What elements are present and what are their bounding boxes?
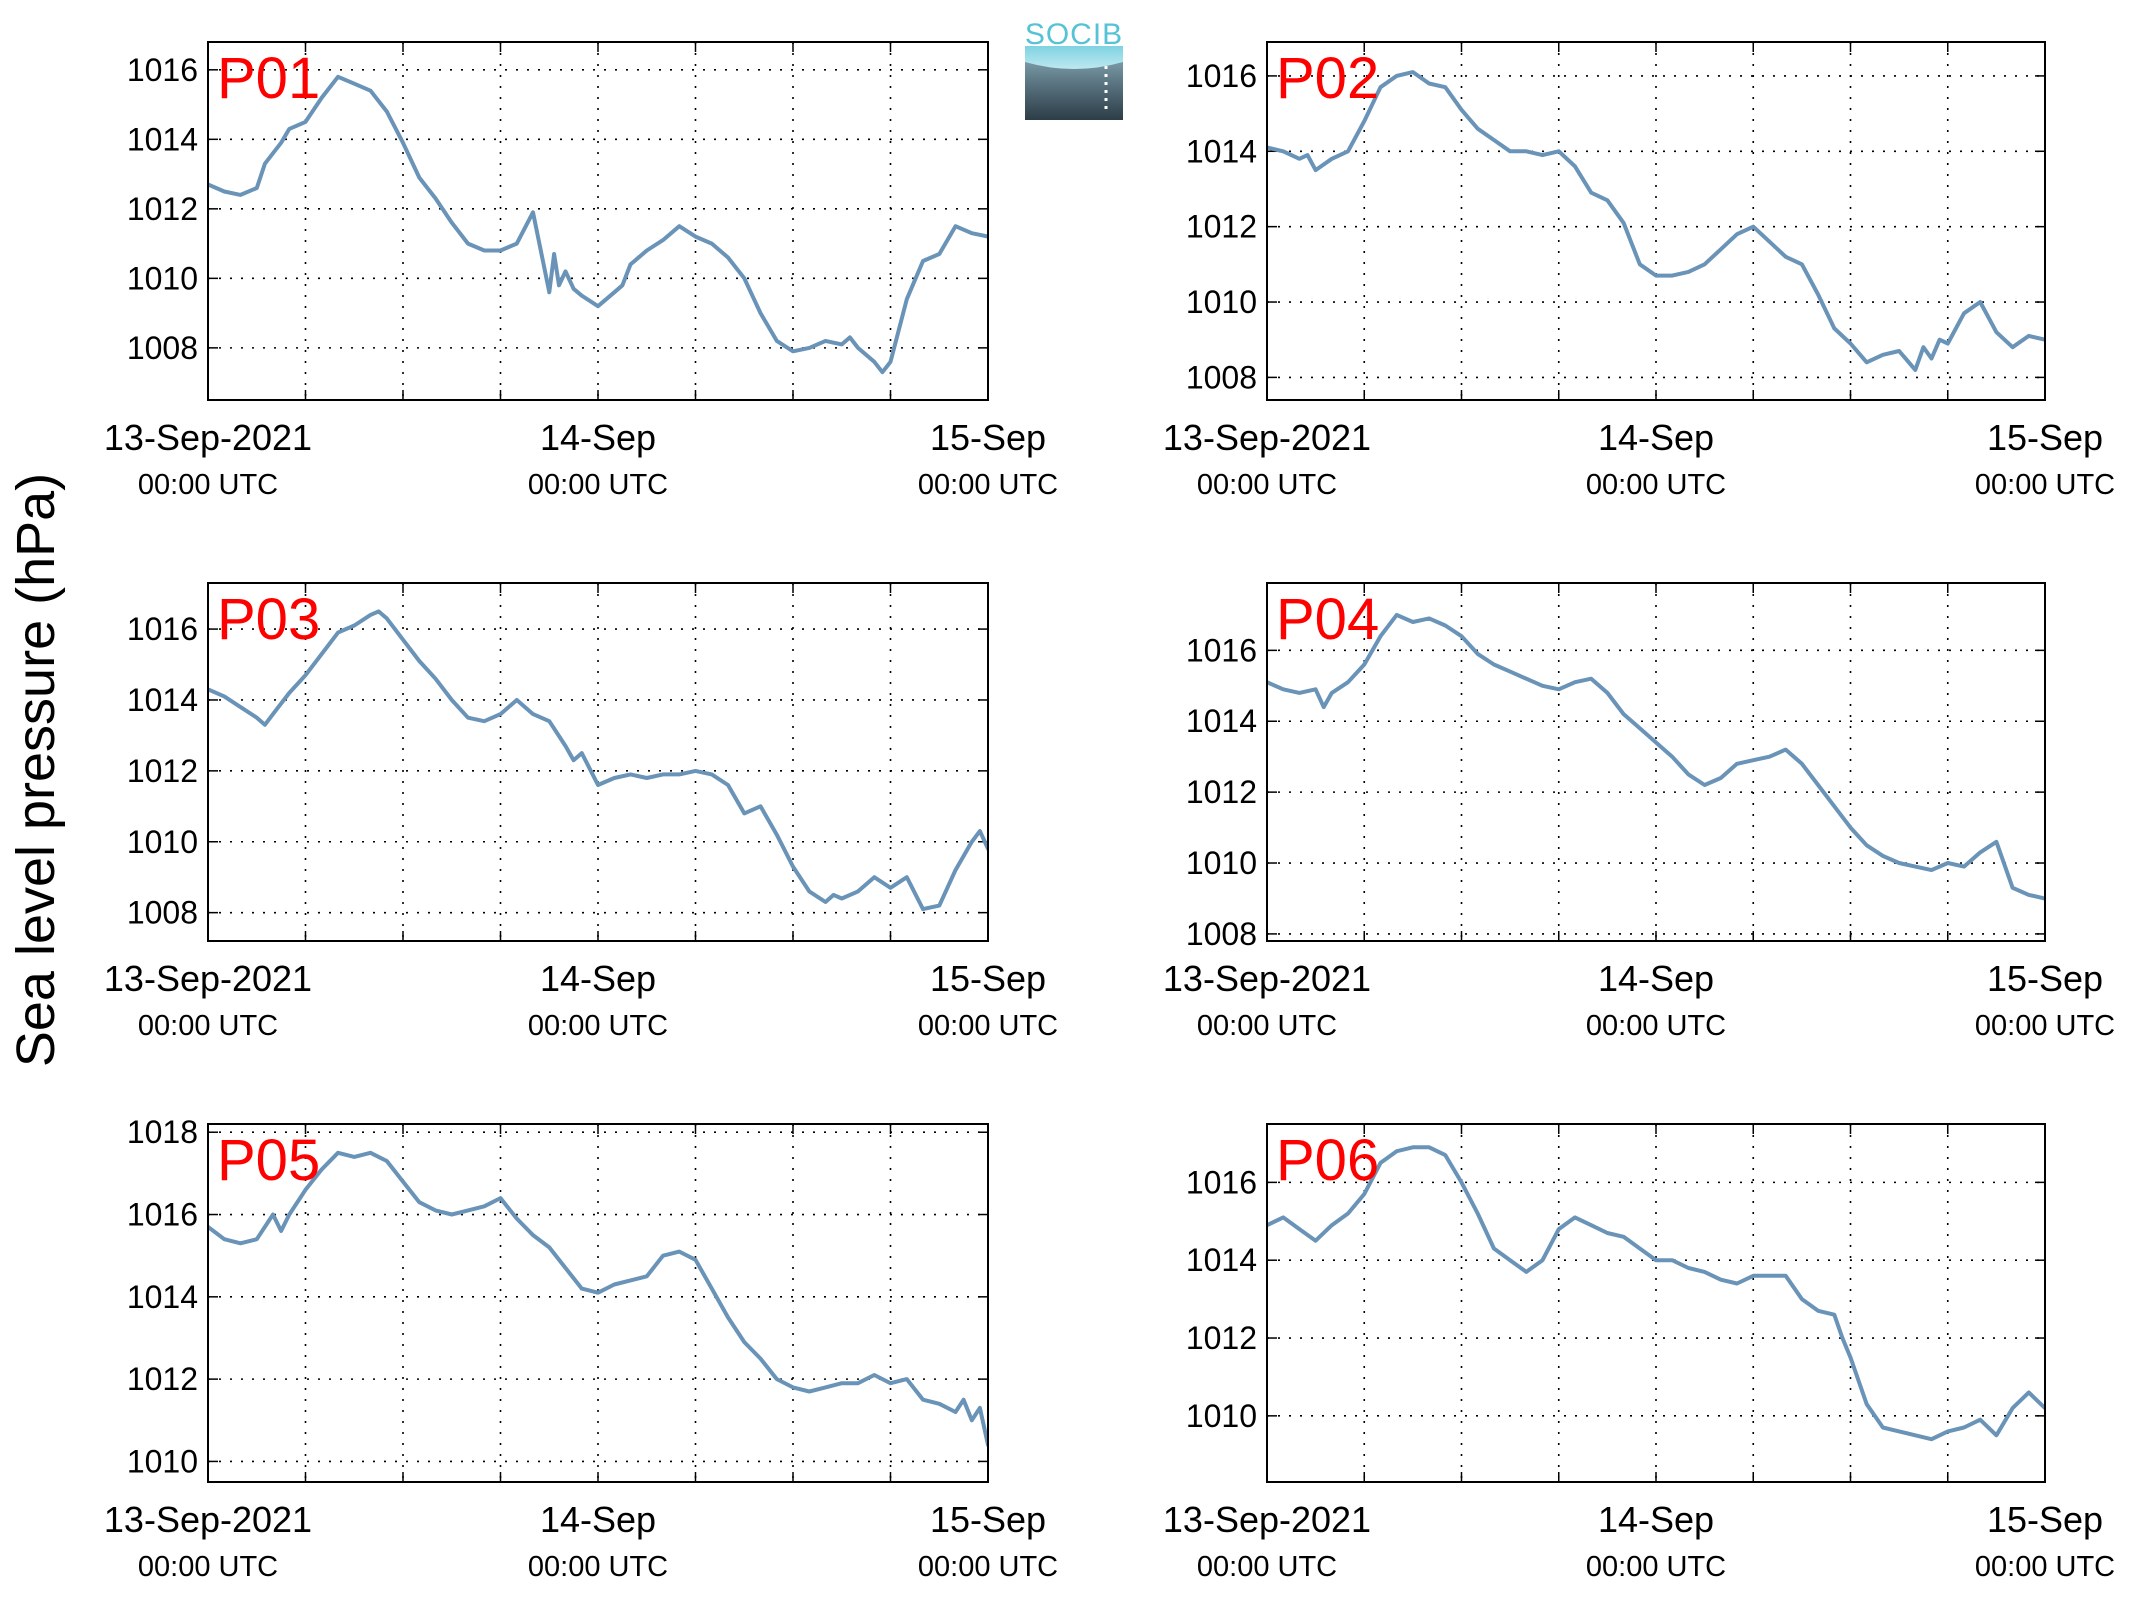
x-tick-label-date: 15-Sep [1987,958,2103,999]
axes-box [1266,1123,2046,1483]
x-tick-label-time: 00:00 UTC [1586,1551,1726,1583]
y-tick-label: 1010 [1186,284,1257,320]
y-tick-label: 1014 [127,682,198,718]
series-line-p04 [1267,612,2045,901]
chart-panel-p05: 1010 1012 1014 1016 1018 13-Sep-2021 00:00 UTC… [104,1114,1058,1583]
x-tick-label-date: 14-Sep [540,417,656,458]
panel-label: P03 [217,587,320,652]
x-tick-label-date: 14-Sep [1598,417,1714,458]
x-tick-label-date: 13-Sep-2021 [1163,417,1371,458]
x-tick-label-date: 15-Sep [1987,1499,2103,1540]
chart-panel-p02: 1008 1010 1012 1014 1016 13-Sep-2021 00:00 UTC… [1163,41,2115,501]
x-tick-label-date: 14-Sep [1598,958,1714,999]
x-tick-label-date: 14-Sep [540,1499,656,1540]
x-tick-label-time: 00:00 UTC [138,1010,278,1042]
x-tick-label-date: 13-Sep-2021 [1163,1499,1371,1540]
x-tick-label-time: 00:00 UTC [918,1551,1058,1583]
x-tick-label-time: 00:00 UTC [918,1010,1058,1042]
x-tick-label-date: 13-Sep-2021 [104,417,312,458]
y-tick-label: 1016 [1186,632,1257,668]
series-line-p03 [208,609,988,912]
x-tick-label-time: 00:00 UTC [1197,1551,1337,1583]
y-tick-label: 1014 [1186,133,1257,169]
x-tick-label-time: 00:00 UTC [1197,469,1337,501]
y-tick-label: 1016 [1186,1164,1257,1200]
axes-box [207,1123,989,1483]
y-tick-label: 1010 [127,824,198,860]
axes-box [1266,582,2046,942]
chart-panel-p06: 1010 1012 1014 1016 13-Sep-2021 00:00 UTC 14-S… [1163,1123,2115,1583]
y-tick-label: 1014 [1186,703,1257,739]
series-line-p05 [208,1150,988,1447]
y-tick-label: 1012 [1186,209,1257,245]
y-tick-label: 1016 [127,611,198,647]
y-tick-label: 1008 [127,330,198,366]
y-tick-label: 1012 [127,191,198,227]
series-line-p01 [208,74,988,375]
socib-logo: SOCIB [1025,18,1123,120]
y-tick-label: 1014 [127,121,198,157]
panel-label: P04 [1276,587,1379,652]
x-tick-label-date: 15-Sep [930,1499,1046,1540]
x-tick-label-date: 13-Sep-2021 [104,1499,312,1540]
axes-box [1266,41,2046,401]
y-tick-label: 1010 [1186,845,1257,881]
x-tick-label-time: 00:00 UTC [528,1010,668,1042]
y-axis-label: Sea level pressure (hPa) [6,473,66,1067]
y-tick-label: 1008 [127,895,198,931]
chart-panel-p03: 1008 1010 1012 1014 1016 13-Sep-2021 00:00 UTC… [104,582,1058,1042]
y-tick-label: 1018 [127,1114,198,1150]
y-tick-label: 1012 [127,753,198,789]
axes-box [207,582,989,942]
x-tick-label-date: 15-Sep [1987,417,2103,458]
y-tick-label: 1016 [127,52,198,88]
x-tick-label-date: 14-Sep [540,958,656,999]
x-tick-label-time: 00:00 UTC [138,1551,278,1583]
y-tick-label: 1012 [1186,1320,1257,1356]
axes-box [207,41,989,401]
chart-panel-p01: 1008 1010 1012 1014 1016 13-Sep-2021 00:00 UTC… [104,41,1058,501]
x-tick-label-time: 00:00 UTC [1586,469,1726,501]
panel-label: P02 [1276,46,1379,111]
x-tick-label-date: 13-Sep-2021 [104,958,312,999]
chart-panel-p04: 1008 1010 1012 1014 1016 13-Sep-2021 00:00 UTC… [1163,582,2115,1042]
x-tick-label-time: 00:00 UTC [138,469,278,501]
series-line-p06 [1267,1145,2045,1442]
y-tick-label: 1008 [1186,916,1257,952]
y-tick-label: 1008 [1186,359,1257,395]
y-tick-label: 1010 [127,260,198,296]
x-tick-label-date: 15-Sep [930,417,1046,458]
y-tick-label: 1010 [127,1443,198,1479]
y-tick-label: 1014 [127,1279,198,1315]
y-tick-label: 1012 [1186,774,1257,810]
y-tick-label: 1010 [1186,1398,1257,1434]
x-tick-label-time: 00:00 UTC [918,469,1058,501]
x-tick-label-time: 00:00 UTC [528,469,668,501]
x-tick-label-time: 00:00 UTC [1197,1010,1337,1042]
x-tick-label-date: 14-Sep [1598,1499,1714,1540]
x-tick-label-date: 13-Sep-2021 [1163,958,1371,999]
x-tick-label-date: 15-Sep [930,958,1046,999]
panel-label: P05 [217,1128,320,1193]
x-tick-label-time: 00:00 UTC [1975,1010,2115,1042]
x-tick-label-time: 00:00 UTC [1975,1551,2115,1583]
y-tick-label: 1016 [1186,58,1257,94]
x-tick-label-time: 00:00 UTC [528,1551,668,1583]
panel-label: P06 [1276,1128,1379,1193]
y-tick-label: 1012 [127,1361,198,1397]
y-tick-label: 1016 [127,1197,198,1233]
y-tick-label: 1014 [1186,1242,1257,1278]
socib-logo-text: SOCIB [1025,18,1123,51]
x-tick-label-time: 00:00 UTC [1586,1010,1726,1042]
x-tick-label-time: 00:00 UTC [1975,469,2115,501]
panel-label: P01 [217,46,320,111]
series-line-p02 [1267,70,2045,372]
